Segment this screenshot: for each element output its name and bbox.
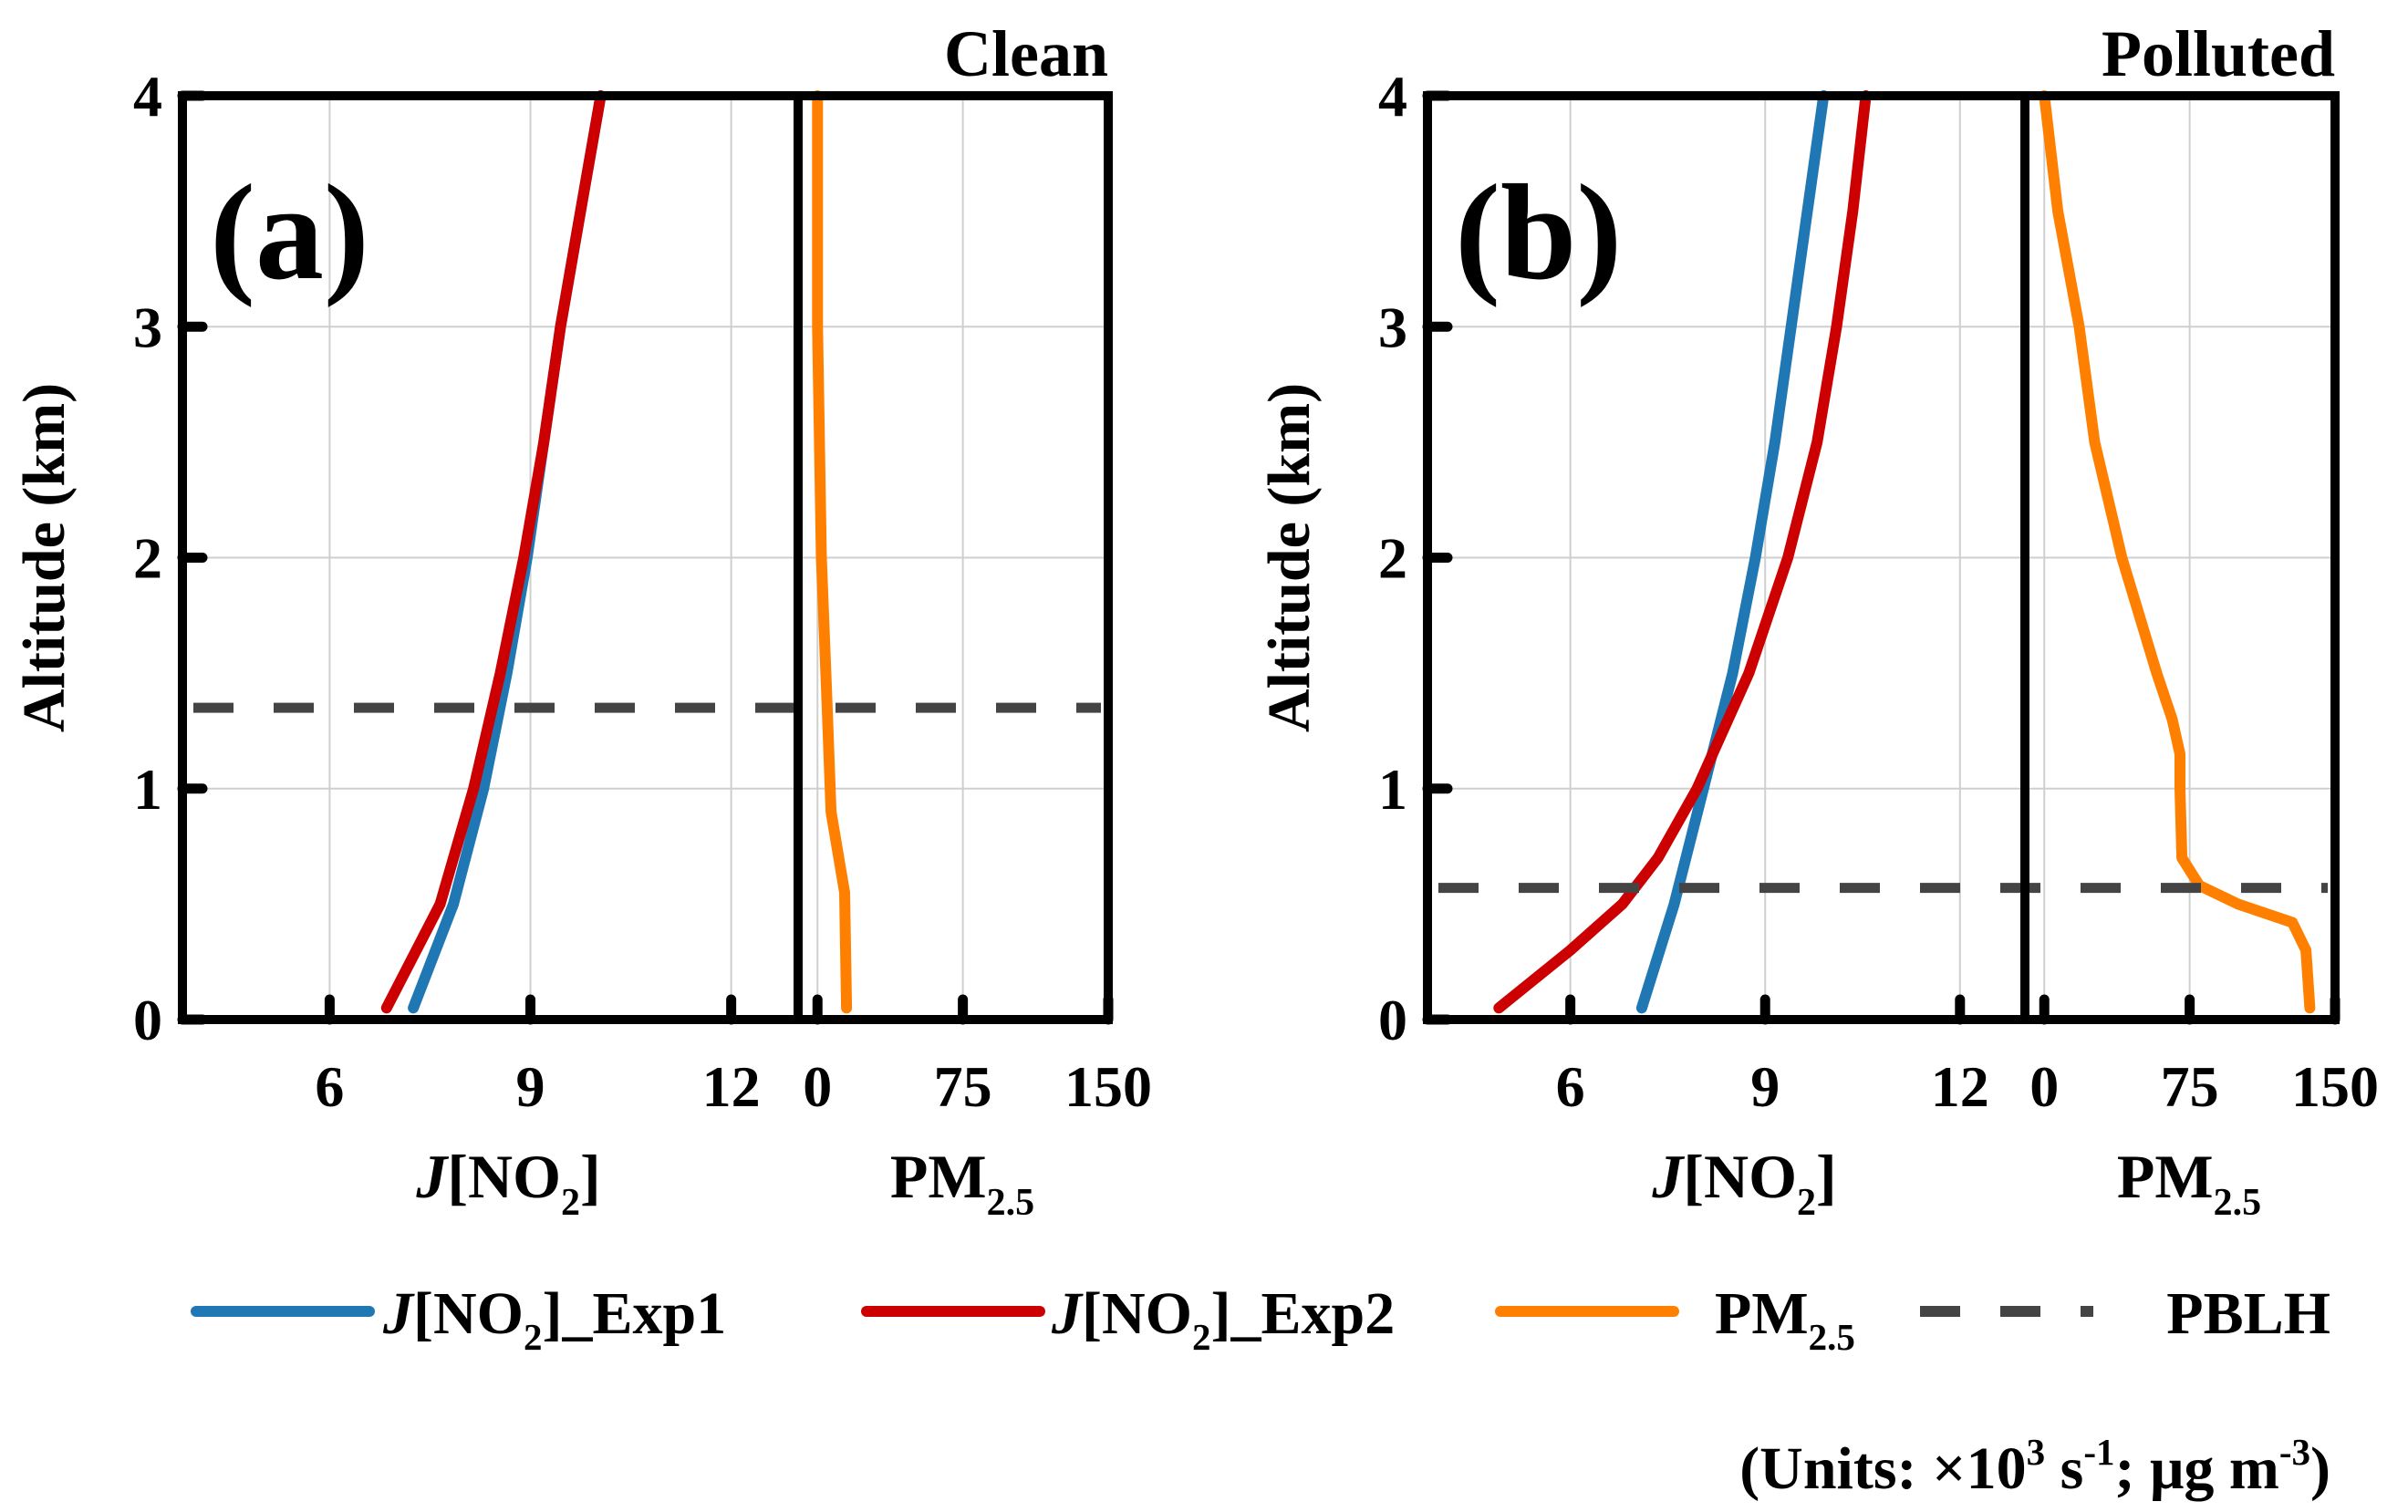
series-line-pm25-0: [812, 90, 853, 1014]
x-tick-label: 150: [2291, 1054, 2379, 1119]
y-tick-label: 3: [1378, 295, 1407, 359]
legend: J[NO2]_Exp1 J[NO2]_Exp2 PM2.5 PBLH: [191, 1280, 2330, 1358]
x-axis-title-pm25: PM2.5: [2117, 1142, 2261, 1224]
series-line-jno2-1: [1493, 90, 1872, 1014]
x-tick-label: 9: [516, 1054, 545, 1119]
x-tick-label: 75: [2161, 1054, 2219, 1119]
y-tick-label: 3: [133, 295, 162, 359]
panel-condition-title: Polluted: [2102, 17, 2335, 90]
x-axis-title-jno2: J[NO2]: [1651, 1142, 1836, 1224]
panel-condition-title: Clean: [944, 17, 1108, 90]
y-tick-label: 0: [1378, 988, 1407, 1052]
panel-label: (a): [210, 157, 369, 308]
y-tick-label: 2: [1378, 526, 1407, 591]
x-tick-label: 75: [934, 1054, 992, 1119]
x-axis-title-jno2: J[NO2]: [415, 1142, 600, 1224]
panel-label: (b): [1455, 157, 1622, 308]
legend-item-pblh-label: PBLH: [2166, 1280, 2330, 1347]
x-tick-label: 12: [702, 1054, 761, 1119]
y-tick-label: 1: [133, 757, 162, 822]
y-tick-label: 2: [133, 526, 162, 591]
x-tick-label: 6: [315, 1054, 344, 1119]
units-note: (Units: ×103 s-1; μg m-3): [1739, 1431, 2330, 1502]
legend-item-exp2-label: J[NO2]_Exp2: [1051, 1280, 1395, 1358]
x-tick-label: 0: [803, 1054, 832, 1119]
x-axis-title-pm25: PM2.5: [890, 1142, 1034, 1224]
y-tick-label: 4: [1378, 64, 1407, 129]
x-tick-label: 0: [2029, 1054, 2059, 1119]
legend-item-pm25-label: PM2.5: [1715, 1280, 1855, 1358]
y-axis-title: Altitude (km): [11, 383, 78, 732]
x-tick-label: 6: [1556, 1054, 1585, 1119]
series-line-jno2-0: [1635, 90, 1830, 1014]
series-line-pm25-0: [2039, 90, 2316, 1014]
pm25-axes-frame: [794, 91, 1113, 1024]
y-tick-label: 4: [133, 64, 162, 129]
legend-item-exp1-label: J[NO2]_Exp1: [382, 1280, 726, 1358]
y-tick-label: 1: [1378, 757, 1407, 822]
y-tick-label: 0: [133, 988, 162, 1052]
x-tick-label: 9: [1750, 1054, 1780, 1119]
series-line-jno2-1: [380, 90, 607, 1014]
x-tick-label: 150: [1064, 1054, 1152, 1119]
y-axis-title: Altitude (km): [1256, 383, 1323, 732]
pm25-axes-frame: [2020, 91, 2340, 1024]
x-tick-label: 12: [1931, 1054, 1989, 1119]
